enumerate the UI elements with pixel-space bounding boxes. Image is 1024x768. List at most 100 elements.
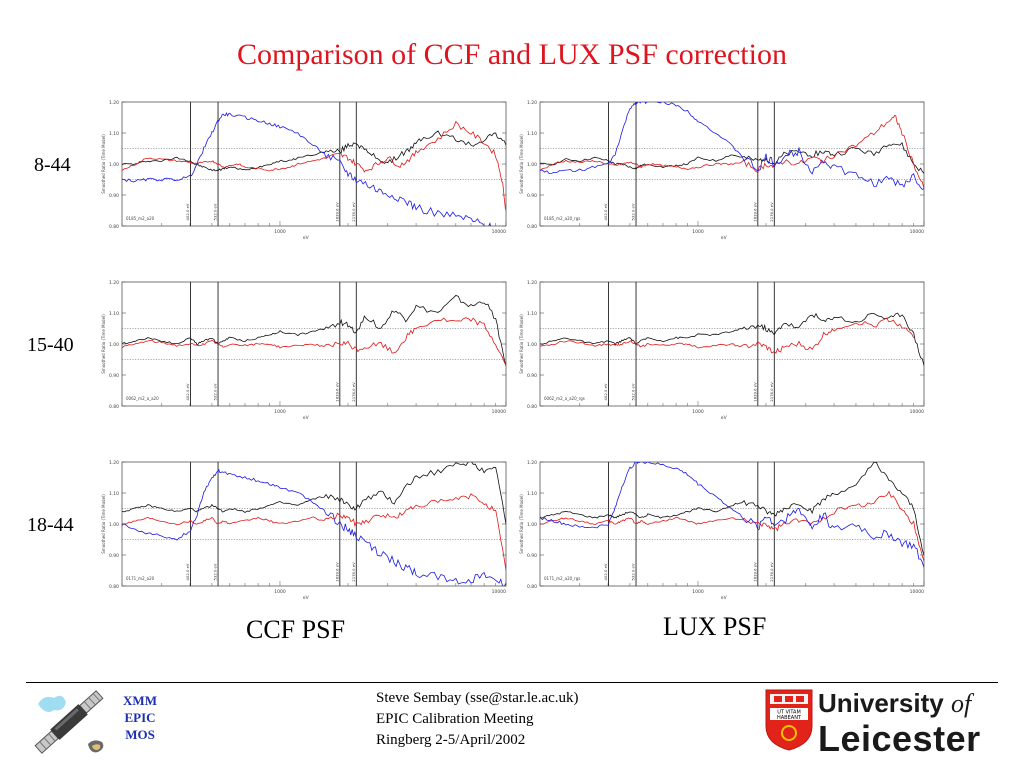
edge-label: 402.0 eV [603, 383, 608, 400]
y-tick-label: 0.90 [527, 193, 537, 199]
x-tick-label: 1000 [274, 409, 286, 415]
y-tick-label: 1.20 [527, 460, 537, 466]
chart-panel-0-0: 0.80 0.90 1.00 1.10 1.20 1000 10000 eV Smoothed … [101, 100, 507, 241]
y-tick-label: 1.10 [527, 131, 537, 137]
series-group [122, 111, 506, 226]
x-axis-label: eV [303, 595, 310, 601]
university-word: University [818, 688, 944, 718]
epic-line: EPIC [124, 710, 156, 725]
series-black-line [540, 312, 924, 366]
plot-frame [121, 101, 507, 227]
series-blue-line [122, 111, 491, 226]
edge-label: 2176.0 eV [351, 382, 356, 402]
chart-panel-2-0: 0.80 0.90 1.00 1.10 1.20 1000 10000 eV Smoothed … [101, 460, 507, 601]
x-axis-label: eV [721, 415, 728, 421]
x-axis-label: eV [721, 235, 728, 241]
slide-title: Comparison of CCF and LUX PSF correction [237, 38, 787, 71]
row-label-18-44: 18-44 [27, 514, 74, 536]
run-annotation: 0171_m2_a20 [126, 576, 155, 581]
series-group [540, 312, 924, 366]
y-tick-label: 0.90 [109, 553, 119, 559]
edge-label: 532.0 eV [631, 203, 636, 220]
x-axis-label: eV [721, 595, 728, 601]
y-tick-label: 1.00 [527, 522, 537, 528]
series-red-line [540, 114, 924, 189]
chart-panel-1-1: 0.80 0.90 1.00 1.10 1.20 1000 10000 eV Smoothed … [519, 280, 925, 421]
y-tick-label: 0.80 [527, 404, 537, 410]
edge-label: 1839.6 eV [752, 382, 757, 402]
university-crest-icon: UT VITAM HABEANT [765, 689, 813, 751]
series-black-line [122, 294, 506, 366]
xmm-line: XMM [123, 693, 157, 708]
edge-label: 2176.0 eV [769, 382, 774, 402]
x-tick-label: 10000 [910, 589, 924, 595]
chart-panel-2-1: 0.80 0.90 1.00 1.10 1.20 1000 10000 eV Smoothed … [519, 460, 925, 601]
x-tick-label: 1000 [692, 409, 704, 415]
edge-label: 1839.6 eV [752, 202, 757, 222]
university-of-word: of [950, 689, 972, 718]
y-tick-label: 1.20 [109, 460, 119, 466]
x-tick-label: 10000 [910, 229, 924, 235]
x-tick-label: 10000 [492, 409, 506, 415]
university-wordmark: University of Leicester [818, 688, 981, 759]
run-annotation: 0171_m2_a20_rgs [544, 576, 580, 581]
series-black-line [122, 462, 506, 525]
row-label-15-40: 15-40 [27, 334, 74, 356]
footer-meeting: EPIC Calibration Meeting [376, 711, 534, 727]
x-tick-label: 10000 [910, 409, 924, 415]
edge-label: 532.0 eV [631, 563, 636, 580]
edge-label: 402.0 eV [603, 203, 608, 220]
crest-motto-2: HABEANT [777, 715, 802, 721]
crest-motto-1: UT VITAM [777, 710, 801, 716]
series-black-line [540, 141, 924, 174]
y-tick-label: 1.20 [527, 100, 537, 106]
column-label-lux-psf: LUX PSF [663, 612, 767, 641]
y-tick-label: 1.10 [109, 131, 119, 137]
series-blue-line [540, 462, 924, 568]
edge-label: 1839.6 eV [334, 562, 339, 582]
edge-label: 402.0 eV [185, 203, 190, 220]
footer-divider [26, 682, 998, 683]
y-tick-label: 1.20 [109, 280, 119, 286]
y-tick-label: 0.80 [109, 584, 119, 590]
y-tick-label: 1.10 [109, 311, 119, 317]
x-tick-label: 1000 [692, 589, 704, 595]
y-axis-label: Smoothed Ratio (Time Model) [519, 134, 524, 194]
y-tick-label: 0.80 [109, 224, 119, 230]
series-group [122, 294, 506, 366]
run-annotation: 0062_m2_a_a20_rgs [544, 396, 585, 401]
edge-label: 1839.6 eV [752, 562, 757, 582]
y-tick-label: 0.90 [527, 373, 537, 379]
edge-label: 532.0 eV [213, 203, 218, 220]
series-group [122, 462, 506, 586]
x-tick-label: 1000 [274, 229, 286, 235]
y-tick-label: 1.10 [109, 491, 119, 497]
edge-label: 532.0 eV [631, 383, 636, 400]
y-tick-label: 1.00 [527, 162, 537, 168]
y-tick-label: 1.20 [527, 280, 537, 286]
mos-line: MOS [125, 727, 155, 742]
edge-label: 532.0 eV [213, 383, 218, 400]
run-annotation: 0062_m2_a_a20 [126, 396, 159, 401]
column-label-ccf-psf: CCF PSF [246, 615, 346, 644]
xmm-epic-mos-text: XMM EPIC MOS [112, 692, 168, 743]
y-axis-label: Smoothed Ratio (Time Model) [101, 494, 106, 554]
y-tick-label: 1.00 [527, 342, 537, 348]
y-tick-label: 1.00 [109, 522, 119, 528]
series-red-line [122, 120, 506, 211]
series-red-line [122, 493, 506, 571]
edge-label: 1839.6 eV [334, 202, 339, 222]
footer-author: Steve Sembay (sse@star.le.ac.uk) [376, 690, 579, 706]
edge-label: 532.0 eV [213, 563, 218, 580]
edge-label: 402.0 eV [603, 563, 608, 580]
x-tick-label: 1000 [274, 589, 286, 595]
chart-panel-1-0: 0.80 0.90 1.00 1.10 1.20 1000 10000 eV Smoothed … [101, 280, 507, 421]
run-annotation: 0185_m2_a20_rgs [544, 216, 580, 221]
y-tick-label: 1.10 [527, 491, 537, 497]
series-red-line [540, 490, 924, 562]
plot-frame [539, 461, 925, 587]
edge-label: 2176.0 eV [351, 562, 356, 582]
row-label-8-44: 8-44 [34, 154, 71, 176]
edge-label: 402.0 eV [185, 563, 190, 580]
x-tick-label: 1000 [692, 229, 704, 235]
